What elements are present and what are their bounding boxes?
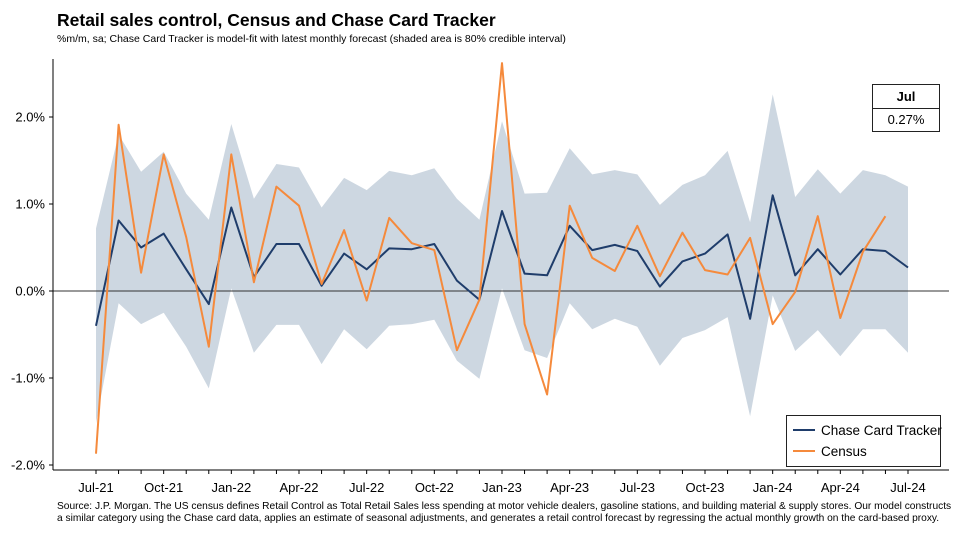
- series-layer: [95, 62, 909, 454]
- x-tick-label: Apr-23: [550, 480, 589, 495]
- callout-month: Jul: [873, 85, 939, 109]
- y-tick-label: 2.0%: [15, 110, 45, 125]
- chart-subtitle: %m/m, sa; Chase Card Tracker is model-fi…: [57, 33, 566, 45]
- credible-interval-band-layer: [96, 94, 908, 424]
- source-note: Source: J.P. Morgan. The US census defin…: [57, 501, 957, 524]
- y-tick-label: -1.0%: [11, 371, 45, 386]
- axis-layer: -2.0% -1.0% 0.0% 1.0% 2.0% Jul-21 Oct-21 Jan-22…: [11, 59, 949, 495]
- callout-value: 0.27%: [887, 112, 925, 127]
- legend-swatch-census: [793, 450, 815, 452]
- x-tick-label: Jul-23: [620, 480, 655, 495]
- y-tick-label: -2.0%: [11, 458, 45, 473]
- x-tick-label: Apr-22: [279, 480, 318, 495]
- series-line-census: [95, 62, 887, 454]
- credible-interval-band: [96, 94, 908, 424]
- x-tick-label: Oct-22: [415, 480, 454, 495]
- y-tick-label: 0.0%: [15, 284, 45, 299]
- legend-item-census: Census: [793, 442, 867, 460]
- source-line-2: a similar category using the Chase card …: [57, 512, 940, 524]
- x-tick-label: Oct-21: [144, 480, 183, 495]
- retail-sales-chart: -2.0% -1.0% 0.0% 1.0% 2.0% Jul-21 Oct-21 Jan-22…: [11, 59, 949, 495]
- y-tick-label: 1.0%: [15, 197, 45, 212]
- series-census: [95, 62, 887, 454]
- chart-legend: Chase Card Tracker Census: [786, 415, 942, 467]
- series-tracker: [95, 194, 909, 327]
- legend-label-census: Census: [821, 443, 867, 459]
- x-tick-label: Jul-21: [78, 480, 113, 495]
- chart-title: Retail sales control, Census and Chase C…: [57, 10, 496, 30]
- x-tick-label: Jan-22: [211, 480, 251, 495]
- x-tick-label: Oct-23: [685, 480, 724, 495]
- latest-forecast-callout: Jul 0.27%: [872, 84, 940, 132]
- x-tick-label: Apr-24: [821, 480, 860, 495]
- x-tick-label: Jul-22: [349, 480, 384, 495]
- x-tick-label: Jan-24: [753, 480, 793, 495]
- legend-swatch-tracker: [793, 429, 815, 431]
- source-line-1: Source: J.P. Morgan. The US census defin…: [57, 501, 952, 512]
- legend-item-tracker: Chase Card Tracker: [793, 421, 942, 439]
- legend-label-tracker: Chase Card Tracker: [821, 422, 942, 438]
- x-tick-label: Jan-23: [482, 480, 522, 495]
- x-tick-label: Jul-24: [890, 480, 925, 495]
